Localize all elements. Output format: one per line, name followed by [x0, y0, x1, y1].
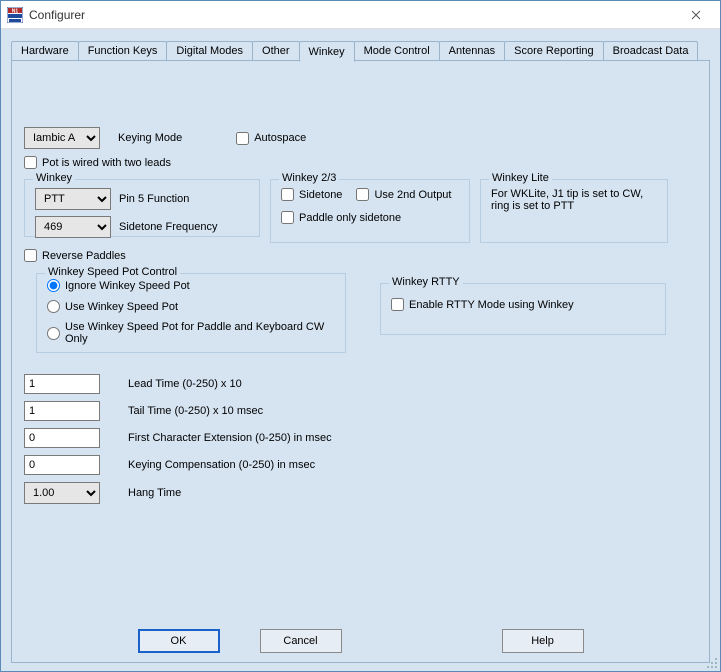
winkey23-group: Winkey 2/3 Sidetone Use 2nd Output Paddl…: [270, 179, 470, 243]
pin5-select[interactable]: PTT: [35, 188, 111, 210]
reverse-paddles-checkbox[interactable]: Reverse Paddles: [24, 249, 126, 262]
winkey-lite-line1: For WKLite, J1 tip is set to CW,: [491, 188, 657, 200]
use-speed-pot-input[interactable]: [47, 300, 60, 313]
tail-time-input[interactable]: [24, 401, 100, 421]
ignore-speed-pot-radio[interactable]: Ignore Winkey Speed Pot: [47, 279, 190, 292]
first-char-label: First Character Extension (0-250) in mse…: [128, 432, 332, 444]
pin5-label: Pin 5 Function: [119, 193, 189, 205]
paddle-speed-pot-input[interactable]: [47, 327, 60, 340]
tail-time-label: Tail Time (0-250) x 10 msec: [128, 405, 263, 417]
pot-two-leads-input[interactable]: [24, 156, 37, 169]
sidetone-input[interactable]: [281, 188, 294, 201]
pot-two-leads-label: Pot is wired with two leads: [42, 157, 171, 169]
cancel-button[interactable]: Cancel: [260, 629, 342, 653]
reverse-paddles-input[interactable]: [24, 249, 37, 262]
winkey-lite-group: Winkey Lite For WKLite, J1 tip is set to…: [480, 179, 668, 243]
use-speed-pot-label: Use Winkey Speed Pot: [65, 301, 178, 313]
speed-pot-legend: Winkey Speed Pot Control: [45, 266, 180, 278]
sidetone-freq-label: Sidetone Frequency: [119, 221, 217, 233]
enable-rtty-label: Enable RTTY Mode using Winkey: [409, 299, 574, 311]
rtty-group: Winkey RTTY Enable RTTY Mode using Winke…: [380, 283, 666, 335]
winkey-lite-legend: Winkey Lite: [489, 172, 552, 184]
tab-winkey[interactable]: Winkey: [299, 41, 355, 62]
tab-function-keys[interactable]: Function Keys: [78, 41, 168, 61]
app-icon: N1: [7, 7, 23, 23]
paddle-speed-pot-label: Use Winkey Speed Pot for Paddle and Keyb…: [65, 321, 335, 345]
tab-digital-modes[interactable]: Digital Modes: [166, 41, 253, 61]
tab-panel-winkey: Iambic A Keying Mode Autospace Pot is wi…: [11, 60, 710, 663]
pot-two-leads-checkbox[interactable]: Pot is wired with two leads: [24, 156, 171, 169]
close-button[interactable]: [676, 2, 716, 28]
use2nd-checkbox[interactable]: Use 2nd Output: [356, 188, 451, 201]
tab-broadcast-data[interactable]: Broadcast Data: [603, 41, 699, 61]
winkey-legend: Winkey: [33, 172, 75, 184]
sidetone-label: Sidetone: [299, 189, 342, 201]
ignore-speed-pot-input[interactable]: [47, 279, 60, 292]
keying-comp-label: Keying Compensation (0-250) in msec: [128, 459, 315, 471]
use2nd-label: Use 2nd Output: [374, 189, 451, 201]
paddle-only-label: Paddle only sidetone: [299, 212, 401, 224]
keying-comp-input[interactable]: [24, 455, 100, 475]
ignore-speed-pot-label: Ignore Winkey Speed Pot: [65, 280, 190, 292]
hang-time-label: Hang Time: [128, 487, 181, 499]
client-area: Hardware Function Keys Digital Modes Oth…: [1, 29, 720, 671]
paddle-speed-pot-radio[interactable]: Use Winkey Speed Pot for Paddle and Keyb…: [47, 321, 335, 345]
tab-mode-control[interactable]: Mode Control: [354, 41, 440, 61]
tabstrip: Hardware Function Keys Digital Modes Oth…: [11, 41, 710, 61]
tab-score-reporting[interactable]: Score Reporting: [504, 41, 604, 61]
paddle-only-input[interactable]: [281, 211, 294, 224]
speed-pot-group: Winkey Speed Pot Control Ignore Winkey S…: [36, 273, 346, 353]
winkey-lite-line2: ring is set to PTT: [491, 200, 657, 212]
autospace-input[interactable]: [236, 132, 249, 145]
use-speed-pot-radio[interactable]: Use Winkey Speed Pot: [47, 300, 178, 313]
sidetone-freq-select[interactable]: 469: [35, 216, 111, 238]
keying-mode-label: Keying Mode: [118, 132, 182, 144]
lead-time-input[interactable]: [24, 374, 100, 394]
lead-time-label: Lead Time (0-250) x 10: [128, 378, 242, 390]
reverse-paddles-label: Reverse Paddles: [42, 250, 126, 262]
winkey-group: Winkey PTT Pin 5 Function 469 Sidetone F…: [24, 179, 260, 237]
resize-grip-icon[interactable]: [706, 657, 718, 669]
svg-text:N1: N1: [12, 8, 19, 14]
tab-hardware[interactable]: Hardware: [11, 41, 79, 61]
titlebar: N1 Configurer: [1, 1, 720, 29]
tab-other[interactable]: Other: [252, 41, 300, 61]
hang-time-select[interactable]: 1.00: [24, 482, 100, 504]
keying-mode-select[interactable]: Iambic A: [24, 127, 100, 149]
help-button[interactable]: Help: [502, 629, 584, 653]
first-char-input[interactable]: [24, 428, 100, 448]
configurer-window: N1 Configurer Hardware Function Keys Dig…: [0, 0, 721, 672]
winkey23-legend: Winkey 2/3: [279, 172, 339, 184]
tab-antennas[interactable]: Antennas: [439, 41, 505, 61]
use2nd-input[interactable]: [356, 188, 369, 201]
window-title: Configurer: [29, 8, 676, 22]
rtty-legend: Winkey RTTY: [389, 276, 463, 288]
enable-rtty-checkbox[interactable]: Enable RTTY Mode using Winkey: [391, 298, 574, 311]
ok-button[interactable]: OK: [138, 629, 220, 653]
dialog-buttons: OK Cancel Help: [1, 629, 720, 653]
paddle-only-checkbox[interactable]: Paddle only sidetone: [281, 211, 401, 224]
autospace-label: Autospace: [254, 132, 306, 144]
autospace-checkbox[interactable]: Autospace: [236, 132, 306, 145]
enable-rtty-input[interactable]: [391, 298, 404, 311]
sidetone-checkbox[interactable]: Sidetone: [281, 188, 342, 201]
